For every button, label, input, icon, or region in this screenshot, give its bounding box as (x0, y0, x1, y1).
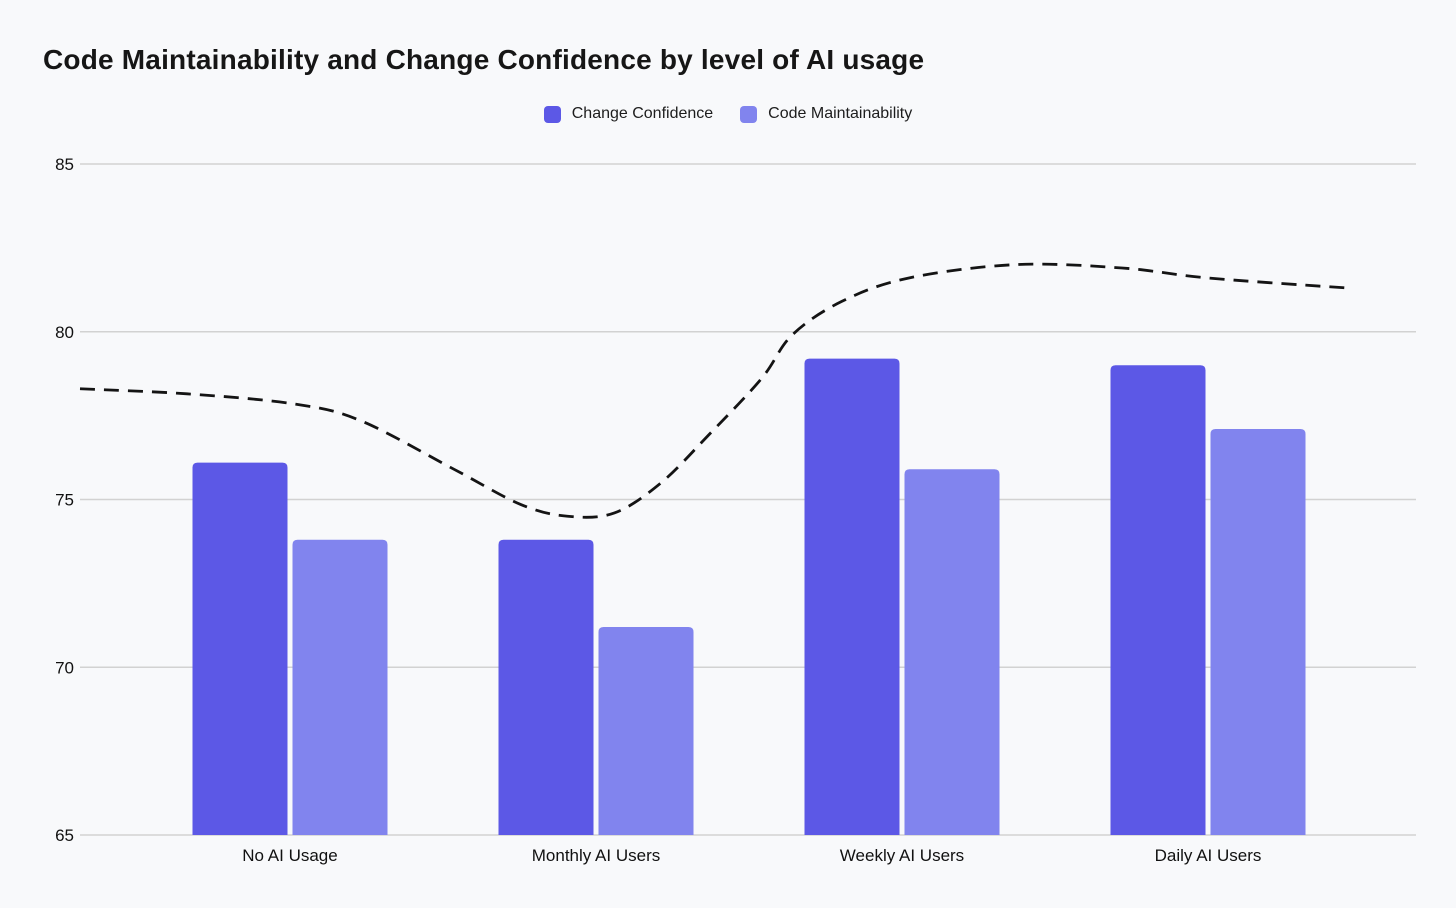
legend-color-swatch (543, 105, 561, 123)
y-tick-label: 85 (55, 155, 74, 174)
bar-code-maintainability-daily-ai-users (1210, 429, 1306, 835)
bar-code-maintainability-weekly-ai-users (904, 469, 1000, 835)
x-category-label: No AI Usage (242, 846, 337, 865)
x-category-label: Daily AI Users (1155, 846, 1262, 865)
y-tick-label: 65 (55, 826, 74, 845)
chart-title: Code Maintainability and Change Confiden… (43, 44, 925, 75)
legend-item-code-maintainability: Code Maintainability (740, 105, 912, 123)
bar-change-confidence-weekly-ai-users (804, 358, 900, 835)
bar-change-confidence-monthly-ai-users (498, 539, 594, 835)
legend-label-code-maintainability: Code Maintainability (768, 105, 913, 122)
bar-code-maintainability-monthly-ai-users (598, 626, 694, 835)
y-tick-label: 80 (55, 323, 74, 342)
bar-code-maintainability-no-ai-usage (292, 539, 388, 835)
trend-dashed-line (79, 262, 1350, 519)
legend-color-swatch (740, 105, 758, 123)
x-category-label: Monthly AI Users (532, 846, 661, 865)
bar-change-confidence-no-ai-usage (192, 462, 288, 835)
x-category-label: Weekly AI Users (840, 846, 964, 865)
y-tick-label: 75 (55, 491, 74, 510)
legend-label-change-confidence: Change Confidence (571, 105, 714, 122)
bar-change-confidence-daily-ai-users (1110, 365, 1206, 835)
y-tick-label: 70 (55, 658, 74, 677)
legend: Change Confidence Code Maintainability (0, 105, 1456, 123)
legend-item-change-confidence: Change Confidence (543, 105, 714, 123)
